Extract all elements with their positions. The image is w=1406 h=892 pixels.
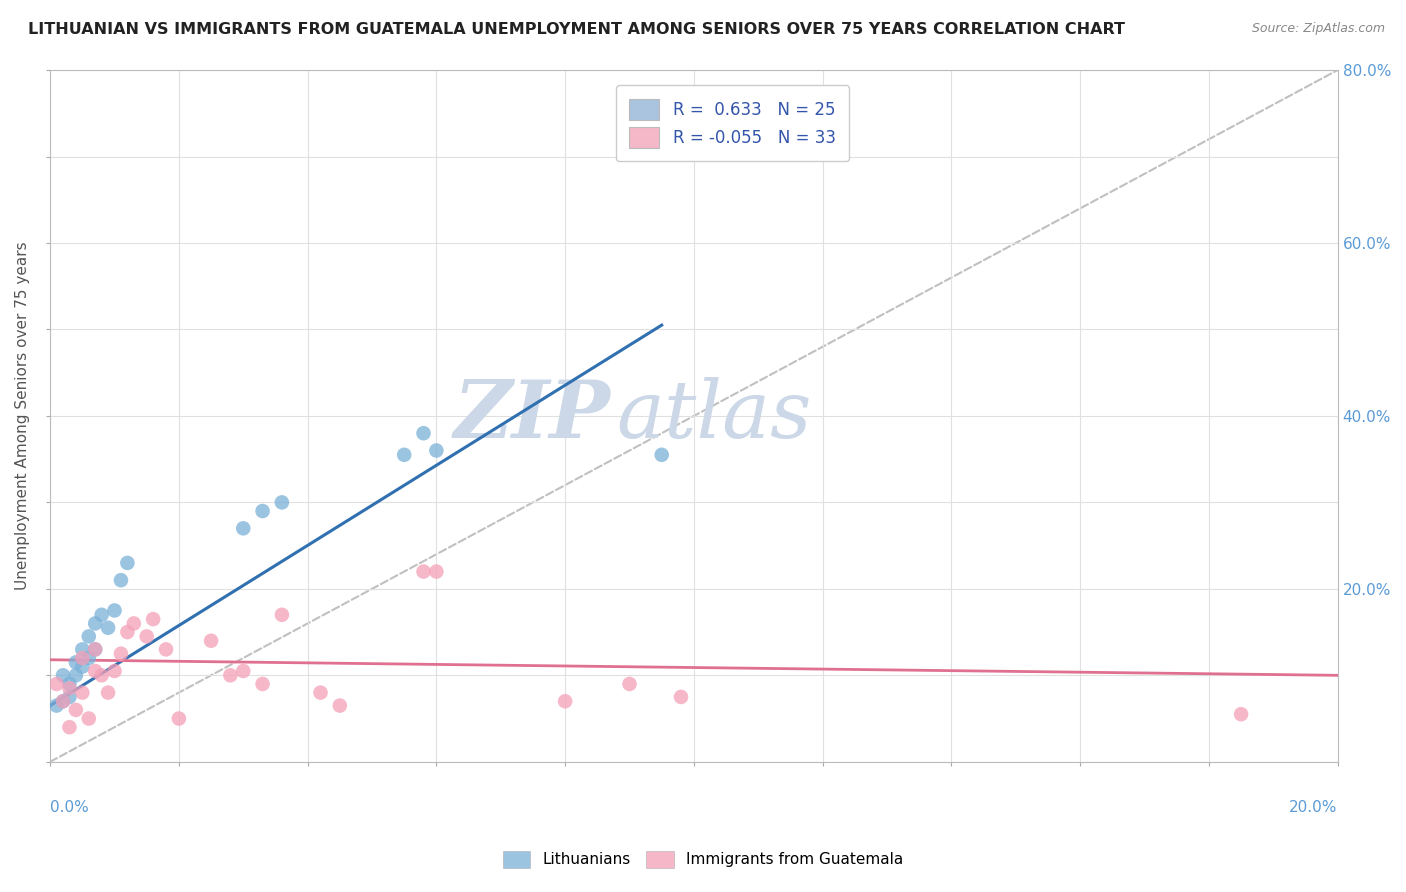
Point (425, 443, 447, 458)
Point (58, 720, 80, 734)
Point (90, 607, 112, 622)
Point (425, 565, 447, 579)
Point (84, 664, 107, 678)
Point (167, 712, 190, 726)
Point (232, 664, 254, 678)
Point (270, 495, 292, 509)
Point (84, 616, 107, 631)
Point (65, 656, 87, 670)
Point (52, 694, 75, 708)
Point (52, 694, 75, 708)
Point (200, 633, 222, 648)
Text: ZIP: ZIP (453, 377, 610, 455)
Legend: R =  0.633   N = 25, R = -0.055   N = 33: R = 0.633 N = 25, R = -0.055 N = 33 (616, 86, 849, 161)
Point (110, 573, 132, 587)
Point (84, 642, 107, 657)
Point (72, 659, 94, 673)
Point (232, 521, 254, 535)
Point (72, 685, 94, 699)
Point (65, 703, 87, 717)
Point (65, 668, 87, 682)
Point (122, 616, 145, 631)
Point (270, 607, 292, 622)
Point (252, 677, 274, 691)
Point (58, 677, 80, 691)
Point (77, 712, 100, 726)
Point (142, 612, 165, 626)
Point (135, 629, 157, 643)
Point (155, 642, 177, 657)
Point (117, 556, 139, 570)
Point (117, 625, 139, 640)
Point (554, 694, 576, 708)
Point (45, 698, 67, 713)
Point (392, 448, 415, 462)
Point (84, 642, 107, 657)
Point (90, 668, 112, 682)
Point (58, 681, 80, 696)
Text: Source: ZipAtlas.com: Source: ZipAtlas.com (1251, 22, 1385, 36)
Point (77, 629, 100, 643)
Point (45, 677, 67, 691)
Point (309, 685, 332, 699)
Point (103, 603, 125, 617)
Point (619, 677, 641, 691)
Point (72, 651, 94, 665)
Point (72, 642, 94, 657)
Text: 0.0%: 0.0% (51, 800, 89, 814)
Point (669, 690, 692, 704)
Point (77, 651, 100, 665)
Point (651, 448, 673, 462)
Y-axis label: Unemployment Among Seniors over 75 years: Unemployment Among Seniors over 75 years (15, 242, 30, 591)
Point (103, 664, 125, 678)
Point (110, 647, 132, 661)
Point (219, 668, 242, 682)
Point (412, 565, 434, 579)
Text: LITHUANIAN VS IMMIGRANTS FROM GUATEMALA UNEMPLOYMENT AMONG SENIORS OVER 75 YEARS: LITHUANIAN VS IMMIGRANTS FROM GUATEMALA … (28, 22, 1125, 37)
Text: 20.0%: 20.0% (1289, 800, 1337, 814)
Text: atlas: atlas (617, 377, 813, 455)
Point (52, 668, 75, 682)
Point (1230, 707, 1253, 722)
Point (329, 698, 352, 713)
Point (97, 685, 120, 699)
Legend: Lithuanians, Immigrants from Guatemala: Lithuanians, Immigrants from Guatemala (496, 845, 910, 873)
Point (252, 504, 274, 518)
Point (97, 621, 120, 635)
Point (58, 690, 80, 704)
Point (412, 426, 434, 441)
